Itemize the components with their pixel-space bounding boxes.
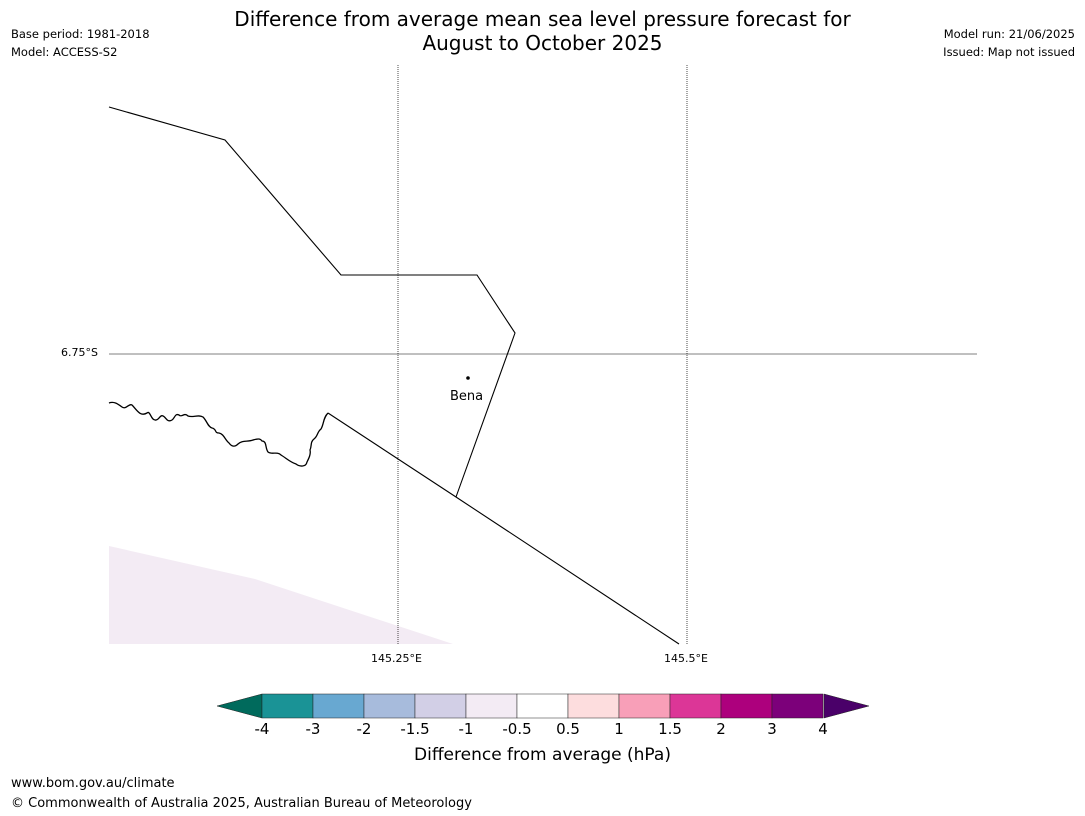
boundary-line-north [108,106,516,498]
colorbar-tick-label: 1 [614,720,624,738]
colorbar-tick-label: -2 [356,720,372,738]
colorbar-cell [720,693,773,719]
shaded-region [109,546,453,644]
colorbar-tick-label: 4 [818,720,828,738]
place-label-bena: Bena [450,389,484,404]
colorbar-tick-label: 0.5 [556,720,580,738]
colorbar-tick-label: -1 [458,720,474,738]
colorbar-cell [465,693,518,719]
colorbar-tick-label: -3 [305,720,321,738]
colorbar-cell [261,693,314,719]
place-marker-bena [466,376,470,380]
colorbar-tick-label: -0.5 [502,720,532,738]
colorbar-cell [414,693,467,719]
model-run: Model run: 21/06/2025 [943,27,1075,41]
coastline [108,401,329,467]
colorbar-tick-label: -1.5 [400,720,430,738]
colorbar-cell [363,693,416,719]
colorbar [216,693,870,719]
colorbar-cell [618,693,671,719]
colorbar-tick-label: 2 [716,720,726,738]
longitude-label-145-25: 145.25°E [371,652,422,665]
colorbar-cell [567,693,620,719]
colorbar-tick-label: -4 [254,720,270,738]
colorbar-title: Difference from average (hPa) [414,745,671,765]
boundary-line-south [327,412,680,645]
colorbar-cell [771,693,824,719]
colorbar-tick-label: 1.5 [658,720,682,738]
footer-copyright: © Commonwealth of Australia 2025, Austra… [11,796,472,811]
issued-status: Issued: Map not issued [943,45,1075,59]
colorbar-cell [669,693,722,719]
base-period: Base period: 1981-2018 [11,27,150,41]
colorbar-cell [516,693,569,719]
colorbar-cell [312,693,365,719]
footer-url: www.bom.gov.au/climate [11,776,175,791]
colorbar-under-arrow [216,693,263,719]
metadata-right: Model run: 21/06/2025 Issued: Map not is… [943,25,1075,61]
title-line-1: Difference from average mean sea level p… [234,7,851,31]
model-name: Model: ACCESS-S2 [11,45,118,59]
title-line-2: August to October 2025 [422,31,663,55]
metadata-left: Base period: 1981-2018 Model: ACCESS-S2 [11,25,150,61]
colorbar-tick-label: 3 [767,720,777,738]
map-title: Difference from average mean sea level p… [0,7,1085,55]
colorbar-over-arrow [823,693,870,719]
latitude-label: 6.75°S [61,346,98,359]
longitude-label-145-5: 145.5°E [664,652,708,665]
